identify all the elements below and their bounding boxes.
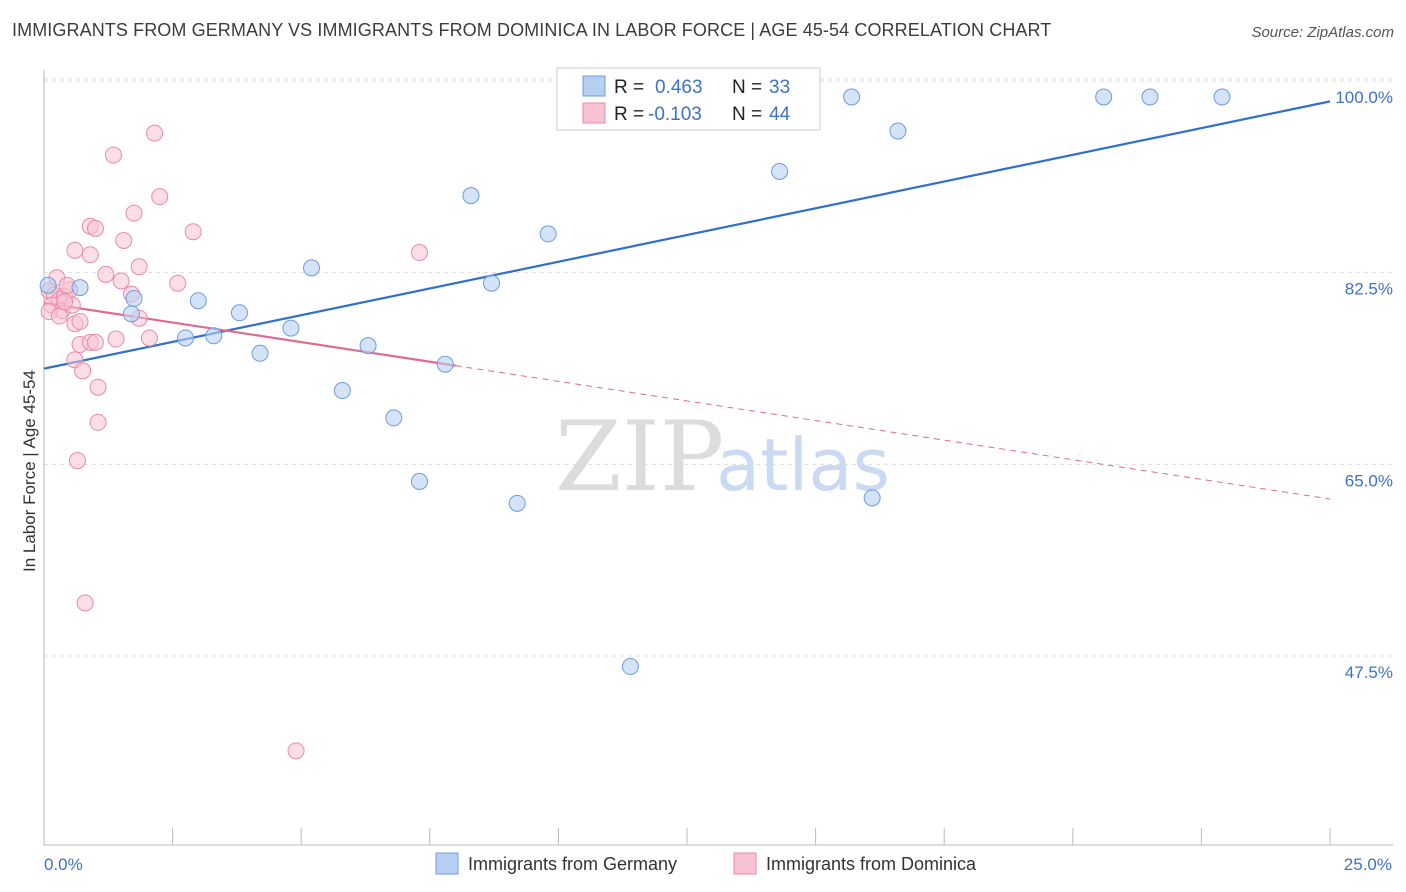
point-germany [125, 290, 143, 308]
point-germany [889, 122, 907, 140]
point-dominica [140, 329, 158, 347]
y-tick-label: 100.0% [1335, 88, 1393, 107]
point-germany [333, 382, 351, 400]
watermark-zip: ZIP [555, 401, 724, 513]
point-germany [71, 279, 89, 297]
y-axis-label: In Labor Force | Age 45-54 [20, 370, 39, 572]
y-tick-labels: 47.5% 65.0% 82.5% 100.0% [1335, 88, 1393, 682]
legend-bottom: Immigrants from Germany Immigrants from … [435, 852, 977, 875]
point-germany [1095, 88, 1113, 106]
point-dominica [68, 452, 86, 470]
x-tick-label-min: 0.0% [44, 855, 83, 874]
bottom-legend-germany: Immigrants from Germany [468, 854, 677, 874]
point-dominica [125, 204, 143, 222]
point-dominica [97, 265, 115, 283]
point-germany [359, 337, 377, 355]
point-germany [282, 319, 300, 337]
legend-germany-r-label: R = [614, 77, 644, 98]
point-germany [621, 658, 639, 676]
point-germany [411, 472, 429, 490]
point-germany [771, 162, 789, 180]
legend-dominica-n-value: 44 [769, 104, 791, 125]
point-dominica [411, 244, 429, 262]
points-dominica [40, 124, 429, 760]
point-germany [508, 494, 526, 512]
point-germany [436, 355, 454, 373]
point-dominica [146, 124, 164, 142]
trend-line-dominica [43, 301, 456, 367]
point-germany [1141, 88, 1159, 106]
point-germany [385, 409, 403, 427]
point-germany [863, 489, 881, 507]
axes [43, 70, 1393, 846]
point-germany [39, 276, 57, 294]
point-dominica [115, 231, 133, 249]
y-tick-label: 47.5% [1345, 663, 1393, 682]
bottom-legend-dominica: Immigrants from Dominica [766, 854, 977, 874]
point-dominica [89, 378, 107, 396]
y-tick-label: 65.0% [1345, 471, 1393, 490]
point-dominica [112, 272, 130, 290]
point-dominica [287, 742, 305, 760]
point-dominica [50, 307, 68, 325]
legend-swatch-germany [582, 75, 606, 97]
point-germany [843, 88, 861, 106]
point-germany [176, 329, 194, 347]
x-ticks [43, 828, 1331, 845]
point-germany [205, 327, 223, 345]
point-dominica [169, 274, 187, 292]
point-dominica [104, 146, 122, 164]
point-germany [251, 344, 269, 362]
point-dominica [86, 333, 104, 351]
chart-source: Source: ZipAtlas.com [1251, 24, 1394, 41]
bottom-legend-swatch-dominica [733, 852, 757, 875]
chart-title: IMMIGRANTS FROM GERMANY VS IMMIGRANTS FR… [12, 20, 1052, 40]
legend-top: R = 0.463 N = 33 R = -0.103 N = 44 [556, 67, 821, 131]
legend-germany-n-label: N = [732, 77, 762, 98]
point-dominica [71, 313, 89, 331]
watermark: ZIP atlas [555, 401, 890, 513]
legend-dominica-r-value: -0.103 [648, 104, 702, 125]
point-germany [302, 259, 320, 277]
point-germany [230, 304, 248, 322]
point-germany [462, 187, 480, 205]
point-dominica [56, 293, 74, 311]
points-germany [39, 88, 1231, 676]
legend-germany-r-value: 0.463 [655, 77, 703, 98]
point-dominica [81, 246, 99, 264]
x-tick-label-max: 25.0% [1344, 855, 1392, 874]
watermark-atlas: atlas [716, 423, 890, 507]
bottom-legend-swatch-germany [435, 852, 459, 875]
trend-lines [43, 100, 1331, 500]
point-dominica [130, 258, 148, 276]
legend-dominica-r-label: R = [614, 104, 644, 125]
trend-line-dominica-dashed [455, 365, 1331, 500]
grid-lines [44, 78, 1393, 657]
point-dominica [184, 223, 202, 241]
point-germany [122, 305, 140, 323]
point-dominica [89, 413, 107, 431]
legend-germany-n-value: 33 [769, 77, 790, 98]
point-dominica [151, 188, 169, 206]
point-dominica [76, 594, 94, 612]
legend-swatch-dominica [582, 102, 606, 124]
point-germany [483, 274, 501, 292]
legend-dominica-n-label: N = [732, 104, 762, 125]
point-dominica [74, 362, 92, 380]
point-dominica [86, 219, 104, 237]
point-germany [1213, 88, 1231, 106]
point-germany [189, 292, 207, 310]
point-dominica [107, 330, 125, 348]
trend-line-germany [43, 100, 1331, 370]
point-germany [539, 225, 557, 243]
point-dominica [66, 241, 84, 259]
y-tick-label: 82.5% [1345, 280, 1393, 299]
